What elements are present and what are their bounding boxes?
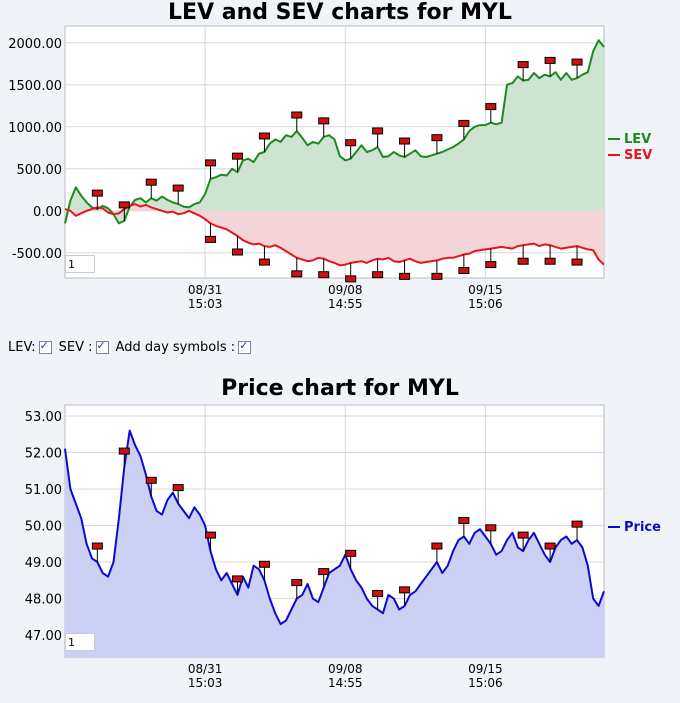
x-tick-time-label: 15:03 [188, 297, 223, 311]
lev-checkbox[interactable] [38, 339, 52, 354]
day-marker [258, 258, 270, 266]
x-tick-time-label: 15:03 [188, 676, 223, 690]
y-tick-label: 48.00 [25, 593, 62, 608]
x-tick-date-label: 09/15 [468, 283, 503, 297]
day-marker [544, 542, 556, 550]
lev-sev-chart: 2000.00 1500.00 1000.00 500.00 0.00 -500.00 08… [8, 25, 652, 311]
day-marker [318, 117, 330, 125]
x-tick-date-label: 09/08 [328, 662, 363, 676]
day-marker [431, 542, 443, 550]
legend-label-lev: LEV [624, 132, 651, 147]
x-tick-date-label: 08/31 [188, 662, 223, 676]
series-area-lev [65, 40, 604, 224]
day-marker [485, 524, 497, 532]
sev-toggle-label: SEV : [58, 340, 93, 355]
day-marker [145, 178, 157, 186]
series-line-lev [64, 39, 605, 225]
day-marker [571, 58, 583, 66]
y-tick-label: 49.00 [25, 556, 62, 571]
y-tick-label: 1500.00 [8, 79, 62, 94]
day-marker [345, 139, 357, 147]
day-marker [458, 516, 470, 524]
price-chart-title: Price chart for MYL [221, 376, 459, 401]
day-marker [91, 189, 103, 197]
day-marker [345, 549, 357, 557]
day-marker [205, 159, 217, 167]
day-marker [372, 590, 384, 598]
y-tick-label: 2000.00 [8, 37, 62, 52]
day-marker [571, 258, 583, 266]
price-chart-range-input[interactable]: 1 [65, 633, 95, 651]
series-area-price [65, 430, 604, 657]
day-marker [118, 447, 130, 455]
day-marker [372, 271, 384, 279]
day-marker [517, 61, 529, 69]
y-tick-label: 0.00 [33, 205, 62, 220]
day-marker [231, 575, 243, 583]
series-line-sev [64, 203, 605, 267]
day-marker [372, 127, 384, 135]
day-marker [172, 484, 184, 492]
day-marker [205, 531, 217, 539]
day-marker [258, 560, 270, 568]
x-tick-time-label: 15:06 [468, 297, 503, 311]
day-marker [345, 275, 357, 283]
day-marker [517, 531, 529, 539]
day-marker [485, 261, 497, 269]
x-tick-date-label: 08/31 [188, 283, 223, 297]
x-tick-date-label: 09/08 [328, 283, 363, 297]
day-marker [172, 184, 184, 192]
day-marker [91, 542, 103, 550]
day-marker [291, 579, 303, 587]
day-marker [544, 56, 556, 64]
x-tick-date-label: 09/15 [468, 662, 503, 676]
day-marker [431, 272, 443, 280]
day-marker [399, 137, 411, 145]
y-tick-label: 52.00 [25, 446, 62, 461]
day-marker [318, 568, 330, 576]
legend-label-sev: SEV [624, 148, 652, 163]
day-marker [431, 134, 443, 142]
x-tick-time-label: 14:55 [328, 297, 363, 311]
day-marker [231, 152, 243, 160]
day-marker [318, 271, 330, 279]
day-marker [485, 103, 497, 111]
y-tick-label: 53.00 [25, 410, 62, 425]
day-marker [205, 235, 217, 243]
y-tick-label: 47.00 [25, 629, 62, 644]
lev-sev-chart-title: LEV and SEV charts for MYL [168, 0, 512, 25]
series-line-price [64, 429, 605, 626]
lev-toggle-label: LEV: [8, 340, 36, 355]
day-marker [399, 272, 411, 280]
day-marker [231, 248, 243, 256]
day-marker [458, 119, 470, 127]
x-tick-time-label: 14:55 [328, 676, 363, 690]
sev-checkbox[interactable] [95, 339, 109, 354]
y-tick-label: 500.00 [17, 163, 63, 178]
legend-label-price: Price [624, 520, 661, 535]
day-marker [544, 257, 556, 265]
day-marker [517, 257, 529, 265]
y-tick-label: 51.00 [25, 483, 62, 498]
series-area-sev [65, 204, 604, 266]
day-marker [291, 270, 303, 278]
day-marker [145, 476, 157, 484]
y-tick-label: -500.00 [12, 247, 62, 262]
day-marker [258, 132, 270, 140]
x-tick-time-label: 15:06 [468, 676, 503, 690]
day-marker [458, 266, 470, 274]
y-tick-label: 50.00 [25, 520, 62, 535]
chart-controls: LEV: SEV : Add day symbols : [8, 339, 255, 355]
day-marker [571, 520, 583, 528]
y-tick-label: 1000.00 [8, 121, 62, 136]
day-marker [118, 201, 130, 209]
lev-sev-chart-range-input[interactable]: 1 [65, 255, 95, 273]
day-symbols-label: Add day symbols : [115, 340, 236, 355]
day-marker [399, 586, 411, 594]
day-symbols-checkbox[interactable] [238, 339, 252, 354]
day-marker [291, 111, 303, 119]
